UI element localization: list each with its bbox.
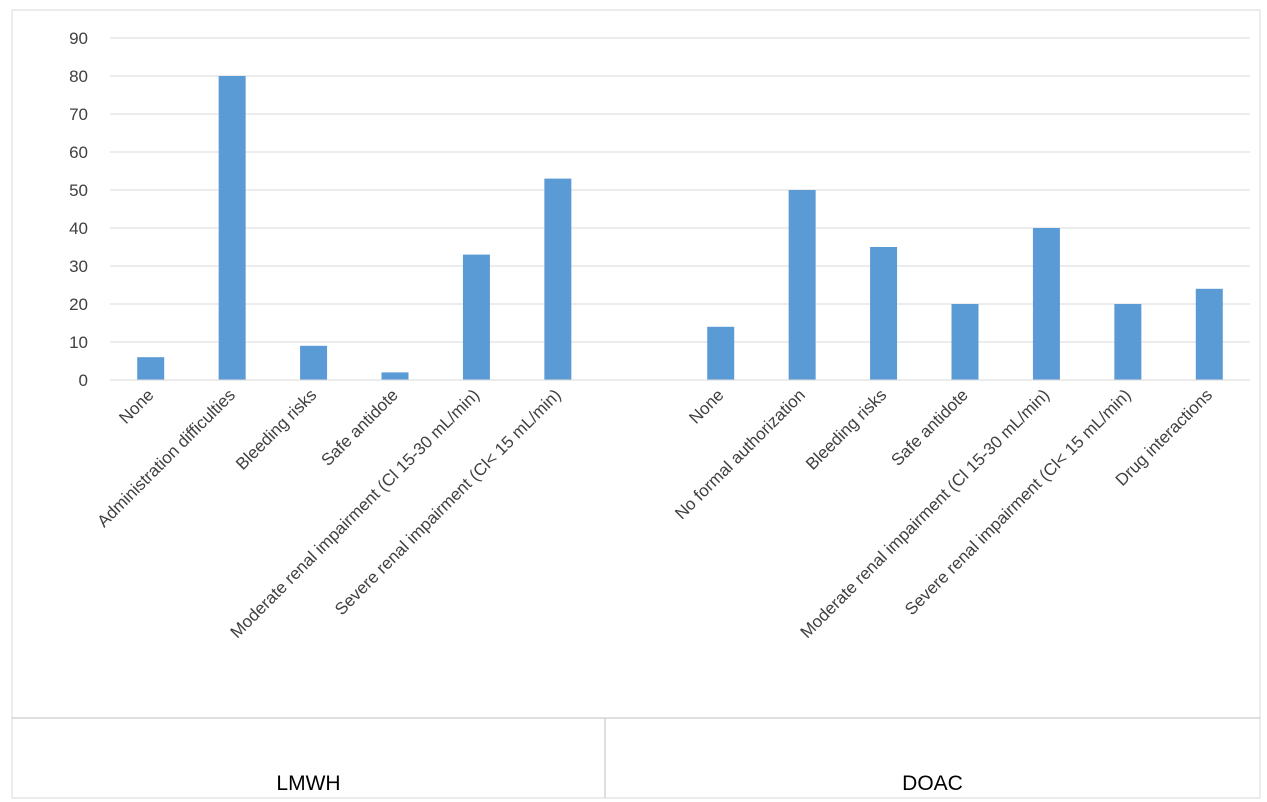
bars [137, 76, 1223, 380]
y-tick-label: 80 [69, 67, 88, 86]
y-tick-label: 70 [69, 105, 88, 124]
bar [788, 190, 816, 380]
y-tick-label: 60 [69, 143, 88, 162]
chart-frame [11, 9, 1261, 799]
gridlines [110, 37, 1250, 381]
y-tick-label: 30 [69, 257, 88, 276]
y-tick-label: 40 [69, 219, 88, 238]
group-label: DOAC [902, 772, 963, 795]
bar [707, 326, 735, 380]
bar [300, 345, 328, 380]
bar [1195, 288, 1223, 380]
bar [218, 76, 246, 380]
y-tick-label: 20 [69, 295, 88, 314]
bar [381, 372, 409, 380]
bar [1032, 228, 1060, 380]
y-tick-label: 10 [69, 333, 88, 352]
bar [870, 247, 898, 380]
bar [137, 357, 165, 380]
y-axis: 0 10 20 30 40 50 60 70 80 90 [69, 29, 88, 390]
bar [462, 254, 490, 380]
group-label: LMWH [276, 772, 340, 795]
group-axis: LMWH DOAC [12, 717, 1260, 798]
bar [1114, 304, 1142, 380]
y-tick-label: 50 [69, 181, 88, 200]
y-tick-label: 90 [69, 29, 88, 48]
bar [544, 178, 572, 380]
bar [951, 304, 979, 380]
y-tick-label: 0 [79, 371, 88, 390]
